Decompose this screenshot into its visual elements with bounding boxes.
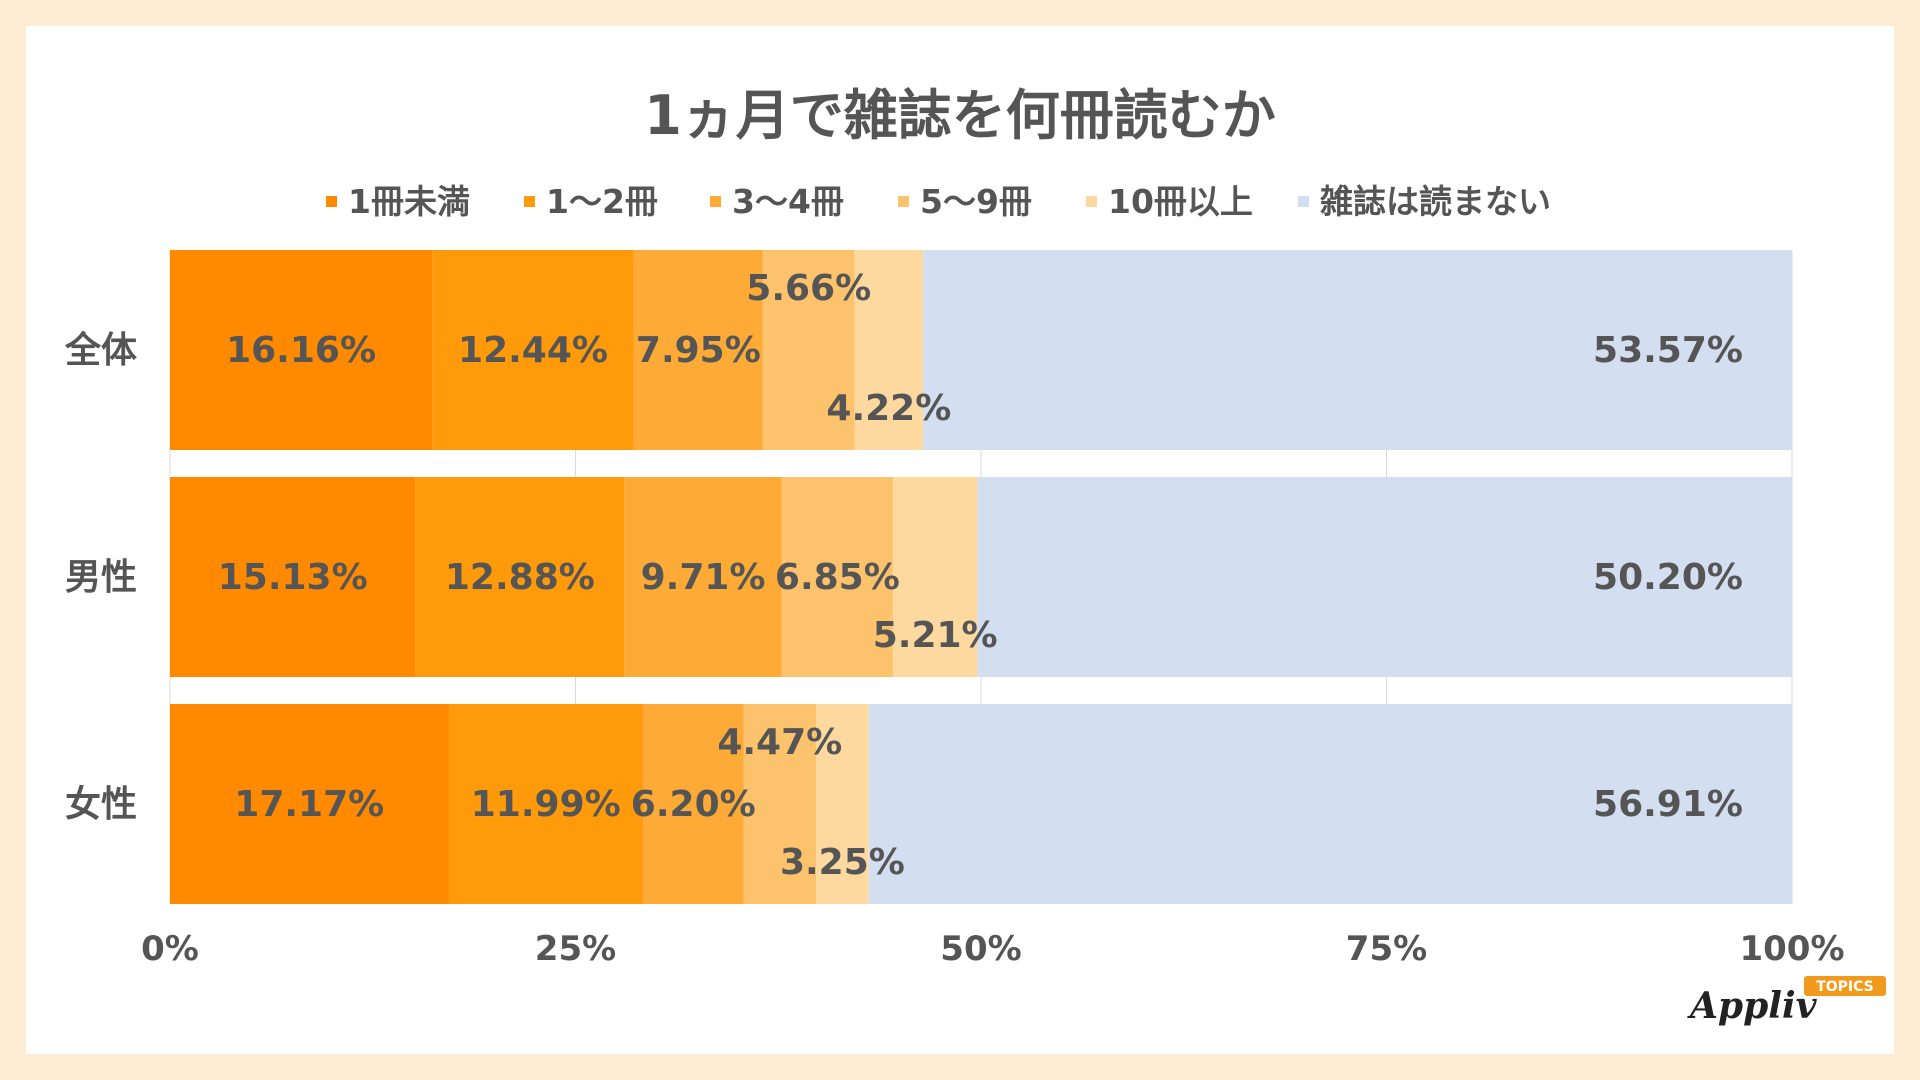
tick-label: 50% xyxy=(940,929,1021,969)
legend-item: 雑誌は読まない xyxy=(1298,182,1551,221)
data-label: 16.16% xyxy=(226,330,376,371)
data-label: 6.85% xyxy=(775,557,900,598)
legend-item: 1冊未満 xyxy=(326,182,470,221)
data-label: 9.71% xyxy=(641,557,766,598)
bar-segment xyxy=(624,477,782,677)
data-label: 12.88% xyxy=(445,557,595,598)
data-label: 4.47% xyxy=(717,722,842,763)
bar-segment xyxy=(415,477,625,677)
bar-segment xyxy=(762,250,855,450)
tick-label: 100% xyxy=(1739,929,1844,969)
bars: 16.16% 12.44% 7.95% 5.66% 4.22% 53.57% 15.13% 1… xyxy=(170,250,1792,904)
data-label: 4.22% xyxy=(826,388,951,429)
bar-segment xyxy=(642,704,744,904)
legend-swatch xyxy=(710,196,721,207)
applivtopics-logo: Appliv TOPICS xyxy=(1687,976,1886,1027)
category-label: 全体 xyxy=(64,329,137,371)
legend-item: 1〜2冊 xyxy=(524,182,658,221)
chart-title: 1ヵ月で雑誌を何冊読むか xyxy=(644,84,1276,147)
logo-badge-text: TOPICS xyxy=(1816,979,1874,995)
stacked-bar-chart: 1ヵ月で雑誌を何冊読むか 1冊未満 1〜2冊 3〜4冊 5〜9冊 10冊以上 雑誌は読まな… xyxy=(64,84,1886,1027)
data-label: 50.20% xyxy=(1593,557,1743,598)
bar-segment xyxy=(170,477,416,677)
data-label: 12.44% xyxy=(458,330,608,371)
legend-swatch xyxy=(1298,196,1309,207)
legend-label: 10冊以上 xyxy=(1108,182,1253,221)
data-label: 11.99% xyxy=(471,784,621,825)
legend-label: 3〜4冊 xyxy=(732,182,844,221)
bar-segment xyxy=(432,250,634,450)
data-label: 15.13% xyxy=(218,557,368,598)
data-label: 6.20% xyxy=(631,784,756,825)
bar-segment xyxy=(170,704,449,904)
legend-label: 雑誌は読まない xyxy=(1319,182,1551,221)
chart-card: 1ヵ月で雑誌を何冊読むか 1冊未満 1〜2冊 3〜4冊 5〜9冊 10冊以上 雑誌は読まな… xyxy=(26,26,1894,1054)
data-label: 53.57% xyxy=(1593,330,1743,371)
x-axis-ticks: 0% 25% 50% 75% 100% xyxy=(141,929,1844,969)
legend-swatch xyxy=(1086,196,1097,207)
data-label: 17.17% xyxy=(234,784,384,825)
legend-label: 5〜9冊 xyxy=(920,182,1032,221)
data-label: 7.95% xyxy=(636,330,761,371)
tick-label: 75% xyxy=(1346,929,1427,969)
legend-swatch xyxy=(326,196,337,207)
legend-item: 5〜9冊 xyxy=(898,182,1032,221)
logo-badge-bg xyxy=(1804,976,1886,996)
bar-segment xyxy=(743,704,817,904)
bar-segment xyxy=(892,477,978,677)
legend: 1冊未満 1〜2冊 3〜4冊 5〜9冊 10冊以上 雑誌は読まない xyxy=(326,182,1551,221)
legend-swatch xyxy=(524,196,535,207)
bar-segment xyxy=(170,250,433,450)
category-label: 女性 xyxy=(65,784,137,825)
bar-segment xyxy=(854,250,924,450)
data-label: 5.21% xyxy=(873,615,998,656)
bar-segment xyxy=(923,250,1792,450)
category-label: 男性 xyxy=(65,557,137,598)
logo-text: Appliv xyxy=(1687,985,1818,1027)
data-label: 56.91% xyxy=(1593,784,1743,825)
bar-segment xyxy=(448,704,643,904)
data-label: 5.66% xyxy=(746,268,871,309)
legend-label: 1冊未満 xyxy=(348,182,470,221)
data-label: 3.25% xyxy=(780,842,905,883)
bar-segment xyxy=(816,704,869,904)
legend-item: 10冊以上 xyxy=(1086,182,1253,221)
legend-swatch xyxy=(898,196,909,207)
tick-label: 25% xyxy=(535,929,616,969)
logo-badge: TOPICS xyxy=(1804,976,1886,996)
bar-segment xyxy=(781,477,893,677)
bar-segment xyxy=(633,250,763,450)
tick-label: 0% xyxy=(141,929,199,969)
bar-segment xyxy=(868,704,1792,904)
legend-label: 1〜2冊 xyxy=(546,182,658,221)
legend-item: 3〜4冊 xyxy=(710,182,844,221)
bar-segment xyxy=(977,477,1792,677)
